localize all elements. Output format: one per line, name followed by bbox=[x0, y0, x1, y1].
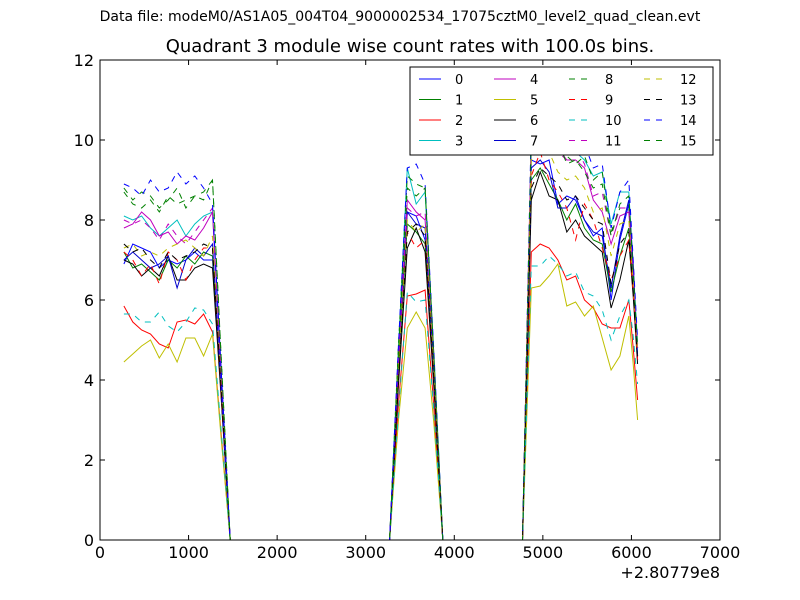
legend-label-11: 11 bbox=[605, 135, 622, 150]
x-tick-label: 4000 bbox=[434, 543, 475, 562]
legend-label-14: 14 bbox=[680, 114, 697, 129]
series-line-13 bbox=[123, 167, 639, 541]
legend-label-0: 0 bbox=[455, 73, 463, 88]
x-tick-label: 6000 bbox=[611, 543, 652, 562]
y-tick-label: 0 bbox=[84, 531, 94, 550]
legend-label-15: 15 bbox=[680, 135, 697, 150]
legend-label-3: 3 bbox=[455, 135, 463, 150]
legend-box bbox=[409, 66, 714, 156]
legend-label-10: 10 bbox=[605, 114, 622, 129]
legend-label-4: 4 bbox=[530, 73, 538, 88]
legend-label-9: 9 bbox=[605, 94, 613, 109]
series-line-14 bbox=[123, 99, 639, 541]
y-tick-label: 2 bbox=[84, 451, 94, 470]
legend-label-5: 5 bbox=[530, 94, 538, 109]
y-tick-label: 8 bbox=[84, 211, 94, 230]
legend-label-8: 8 bbox=[605, 73, 613, 88]
x-tick-label: 0 bbox=[95, 543, 105, 562]
series-line-1 bbox=[123, 167, 639, 541]
x-tick-label: 3000 bbox=[345, 543, 386, 562]
x-offset-label: +2.80779e8 bbox=[620, 563, 720, 582]
y-tick-label: 10 bbox=[74, 131, 94, 150]
x-tick-label: 5000 bbox=[522, 543, 563, 562]
series-line-10 bbox=[123, 255, 639, 541]
series-line-4 bbox=[123, 123, 639, 541]
y-tick-label: 4 bbox=[84, 371, 94, 390]
figure-suptitle: Data file: modeM0/AS1A05_004T04_90000025… bbox=[99, 9, 701, 25]
y-tick-label: 12 bbox=[74, 51, 94, 70]
legend-label-7: 7 bbox=[530, 135, 538, 150]
series-line-15 bbox=[123, 127, 639, 541]
series-line-6 bbox=[123, 170, 639, 541]
series-line-2 bbox=[123, 243, 639, 541]
legend-label-1: 1 bbox=[455, 94, 463, 109]
legend-label-2: 2 bbox=[455, 114, 463, 129]
x-tick-label: 2000 bbox=[257, 543, 298, 562]
series-line-8 bbox=[123, 118, 639, 541]
x-tick-label: 1000 bbox=[168, 543, 209, 562]
chart-title: Quadrant 3 module wise count rates with … bbox=[165, 36, 655, 57]
series-line-5 bbox=[123, 262, 639, 541]
legend-label-12: 12 bbox=[680, 73, 697, 88]
y-tick-label: 6 bbox=[84, 291, 94, 310]
series-line-11 bbox=[123, 122, 639, 541]
legend-label-6: 6 bbox=[530, 114, 538, 129]
legend-label-13: 13 bbox=[680, 94, 697, 109]
x-tick-label: 7000 bbox=[700, 543, 741, 562]
